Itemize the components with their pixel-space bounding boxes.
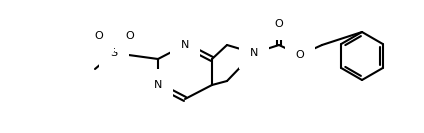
Text: S: S: [110, 48, 117, 58]
Text: O: O: [275, 19, 283, 29]
Text: O: O: [95, 31, 103, 41]
Text: N: N: [181, 40, 189, 50]
Text: O: O: [126, 31, 134, 41]
Text: N: N: [154, 80, 162, 90]
Text: N: N: [250, 48, 258, 58]
Text: O: O: [296, 50, 304, 60]
